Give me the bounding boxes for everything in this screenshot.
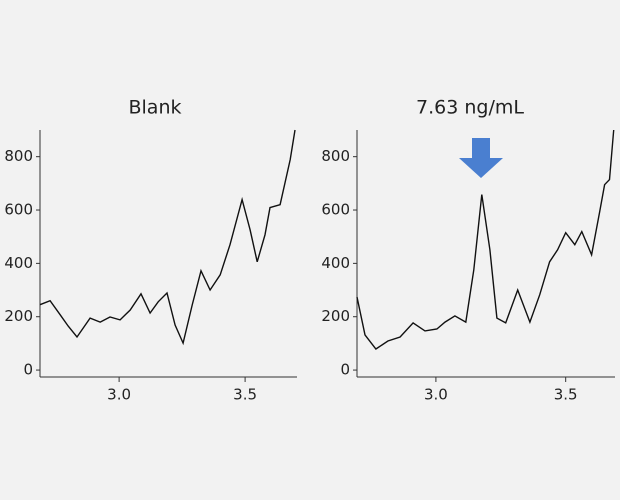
x-tick-label: 3.5 [554, 386, 578, 404]
y-tick-label: 600 [4, 201, 33, 219]
y-tick-label: 800 [321, 147, 350, 165]
y-tick-label: 400 [4, 254, 33, 272]
data-line [39, 129, 296, 346]
chart-title: 7.63 ng/mL [416, 97, 524, 119]
chart-title: Blank [128, 97, 181, 119]
y-tick-label: 200 [4, 307, 33, 325]
y-tick-label: 200 [321, 307, 350, 325]
y-tick-label: 600 [321, 201, 350, 219]
y-tick-label: 800 [4, 147, 33, 165]
data-line [356, 129, 615, 350]
x-tick-label: 3.0 [107, 386, 131, 404]
y-tick-label: 0 [23, 361, 33, 379]
peak-arrow [459, 138, 503, 178]
y-tick-label: 400 [321, 254, 350, 272]
x-tick-label: 3.5 [233, 386, 257, 404]
y-tick-label: 0 [340, 361, 350, 379]
x-tick-label: 3.0 [424, 386, 448, 404]
